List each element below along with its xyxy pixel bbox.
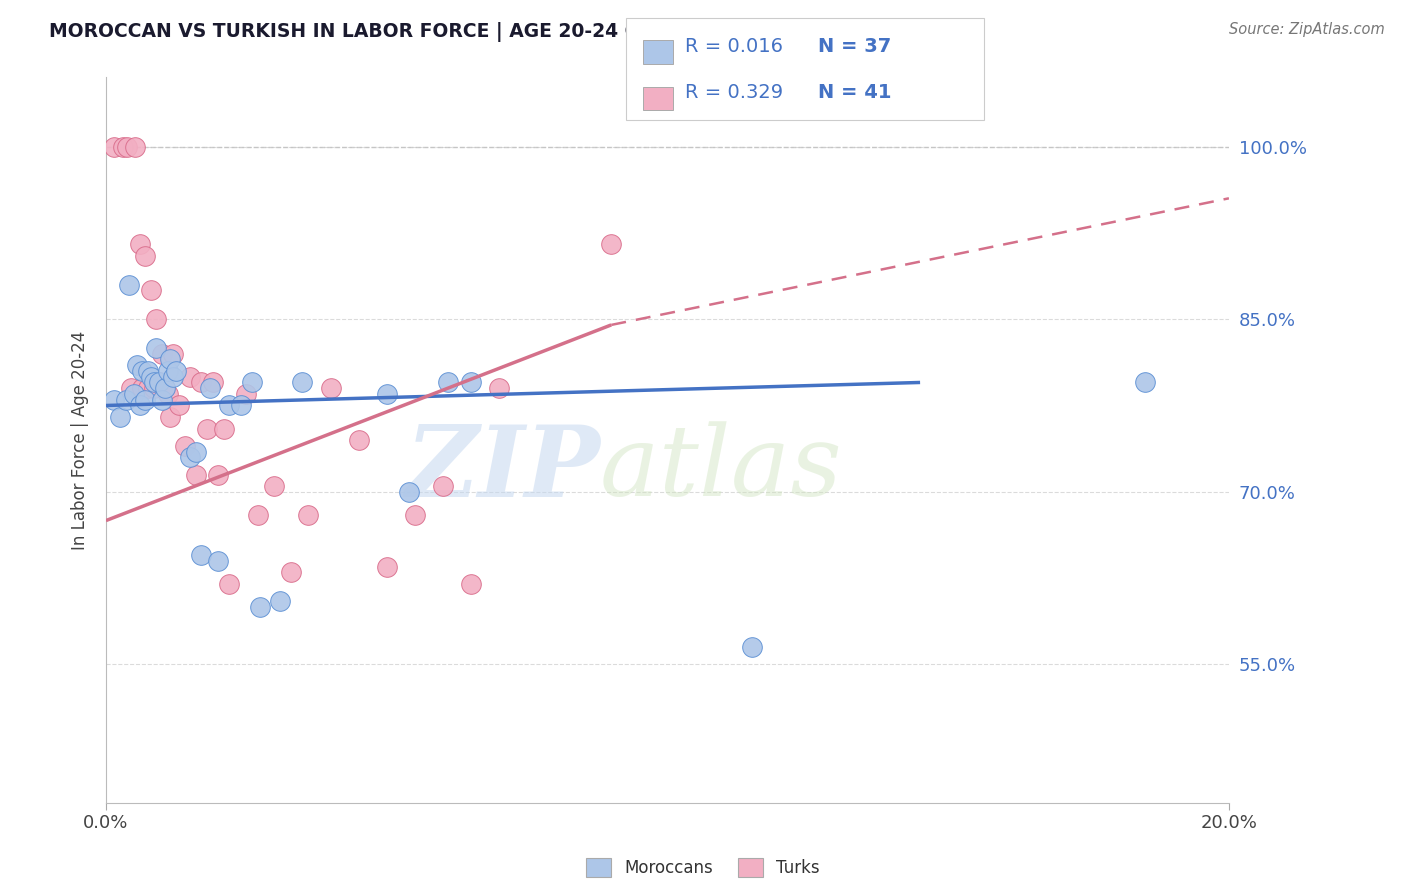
Point	[124, 139, 146, 153]
Point	[128, 237, 150, 252]
Point	[190, 376, 212, 390]
Point	[246, 508, 269, 522]
Point	[280, 566, 302, 580]
Point	[162, 369, 184, 384]
Point	[297, 508, 319, 522]
Y-axis label: In Labor Force | Age 20-24: In Labor Force | Age 20-24	[72, 330, 89, 549]
Point	[741, 640, 763, 655]
Point	[156, 364, 179, 378]
Legend: Moroccans, Turks: Moroccans, Turks	[579, 851, 827, 884]
Point	[142, 376, 165, 390]
Point	[156, 387, 179, 401]
Text: ZIP: ZIP	[405, 421, 600, 517]
Point	[1133, 376, 1156, 390]
Point	[235, 387, 257, 401]
Point	[120, 381, 142, 395]
Point	[150, 347, 173, 361]
Point	[134, 249, 156, 263]
Point	[153, 381, 176, 395]
Point	[319, 381, 342, 395]
Text: atlas: atlas	[600, 421, 842, 516]
Point	[159, 409, 181, 424]
Point	[375, 387, 398, 401]
Point	[437, 376, 460, 390]
Point	[201, 376, 224, 390]
Text: R = 0.329: R = 0.329	[685, 83, 783, 102]
Point	[347, 433, 370, 447]
Point	[212, 421, 235, 435]
Point	[249, 599, 271, 614]
Point	[488, 381, 510, 395]
Point	[136, 364, 159, 378]
Point	[179, 369, 201, 384]
Point	[162, 347, 184, 361]
Text: R = 0.016: R = 0.016	[685, 37, 783, 55]
Text: N = 37: N = 37	[818, 37, 891, 55]
Point	[173, 439, 195, 453]
Point	[291, 376, 314, 390]
Point	[404, 508, 426, 522]
Text: Source: ZipAtlas.com: Source: ZipAtlas.com	[1229, 22, 1385, 37]
Point	[148, 376, 170, 390]
Point	[198, 381, 221, 395]
Point	[207, 467, 229, 482]
Point	[600, 237, 623, 252]
Text: N = 41: N = 41	[818, 83, 891, 102]
Point	[432, 479, 454, 493]
Point	[118, 277, 141, 292]
Point	[190, 548, 212, 562]
Point	[218, 399, 240, 413]
Point	[269, 594, 291, 608]
Point	[218, 577, 240, 591]
Point	[108, 409, 131, 424]
Point	[128, 399, 150, 413]
Point	[195, 421, 218, 435]
Point	[139, 284, 162, 298]
Point	[148, 376, 170, 390]
Point	[167, 399, 190, 413]
Point	[165, 364, 187, 378]
Point	[460, 376, 482, 390]
Point	[179, 450, 201, 465]
Point	[145, 312, 167, 326]
Point	[145, 341, 167, 355]
Point	[122, 387, 145, 401]
Point	[150, 392, 173, 407]
Point	[103, 392, 125, 407]
Point	[184, 467, 207, 482]
Point	[398, 484, 420, 499]
Point	[131, 381, 153, 395]
Point	[263, 479, 285, 493]
Point	[460, 577, 482, 591]
Point	[375, 559, 398, 574]
Point	[240, 376, 263, 390]
Point	[139, 369, 162, 384]
Point	[136, 381, 159, 395]
Point	[111, 139, 134, 153]
Point	[229, 399, 252, 413]
Point	[207, 554, 229, 568]
Point	[142, 381, 165, 395]
Text: MOROCCAN VS TURKISH IN LABOR FORCE | AGE 20-24 CORRELATION CHART: MOROCCAN VS TURKISH IN LABOR FORCE | AGE…	[49, 22, 849, 42]
Point	[103, 139, 125, 153]
Point	[153, 381, 176, 395]
Point	[184, 444, 207, 458]
Point	[114, 392, 136, 407]
Point	[117, 139, 139, 153]
Point	[159, 352, 181, 367]
Point	[131, 364, 153, 378]
Point	[125, 358, 148, 372]
Point	[134, 392, 156, 407]
